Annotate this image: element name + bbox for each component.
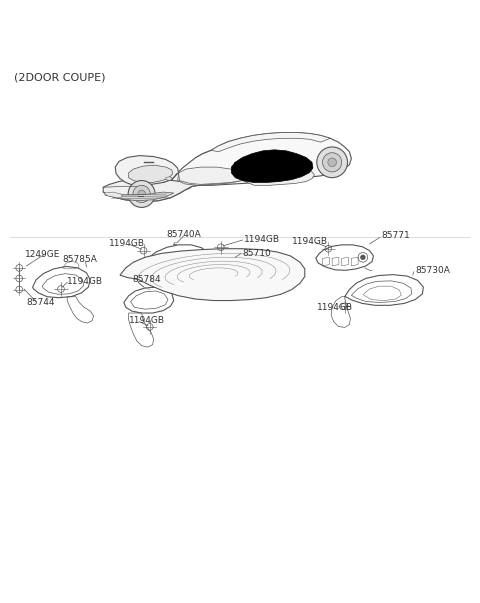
Text: (2DOOR COUPE): (2DOOR COUPE) [14, 72, 106, 82]
Polygon shape [211, 133, 330, 152]
Circle shape [323, 153, 342, 172]
Text: 1194GB: 1194GB [244, 235, 280, 244]
Polygon shape [105, 192, 122, 198]
Text: 85730A: 85730A [415, 266, 450, 275]
Circle shape [328, 158, 336, 166]
Text: 85710: 85710 [242, 249, 271, 258]
Polygon shape [103, 178, 199, 201]
Text: 1194GB: 1194GB [292, 237, 328, 246]
Text: 1194GB: 1194GB [317, 303, 353, 312]
Polygon shape [231, 150, 313, 183]
Polygon shape [129, 165, 173, 183]
Text: 85785A: 85785A [62, 254, 97, 264]
Polygon shape [179, 165, 314, 185]
Circle shape [360, 255, 365, 260]
Text: 1194GB: 1194GB [129, 316, 165, 325]
Polygon shape [178, 168, 242, 185]
Text: 85784: 85784 [132, 276, 161, 285]
Circle shape [317, 147, 348, 178]
Polygon shape [166, 177, 172, 180]
Circle shape [133, 185, 150, 203]
Text: 85744: 85744 [26, 298, 55, 307]
Text: 1249GE: 1249GE [25, 250, 60, 259]
Circle shape [128, 180, 155, 207]
Circle shape [138, 190, 145, 198]
Polygon shape [120, 248, 305, 300]
Polygon shape [103, 133, 351, 201]
Text: 85740A: 85740A [166, 230, 201, 239]
Text: 1194GB: 1194GB [109, 239, 145, 248]
Polygon shape [105, 192, 174, 201]
Text: 1194GB: 1194GB [67, 277, 103, 286]
Text: 85771: 85771 [382, 231, 410, 240]
Polygon shape [115, 156, 179, 186]
